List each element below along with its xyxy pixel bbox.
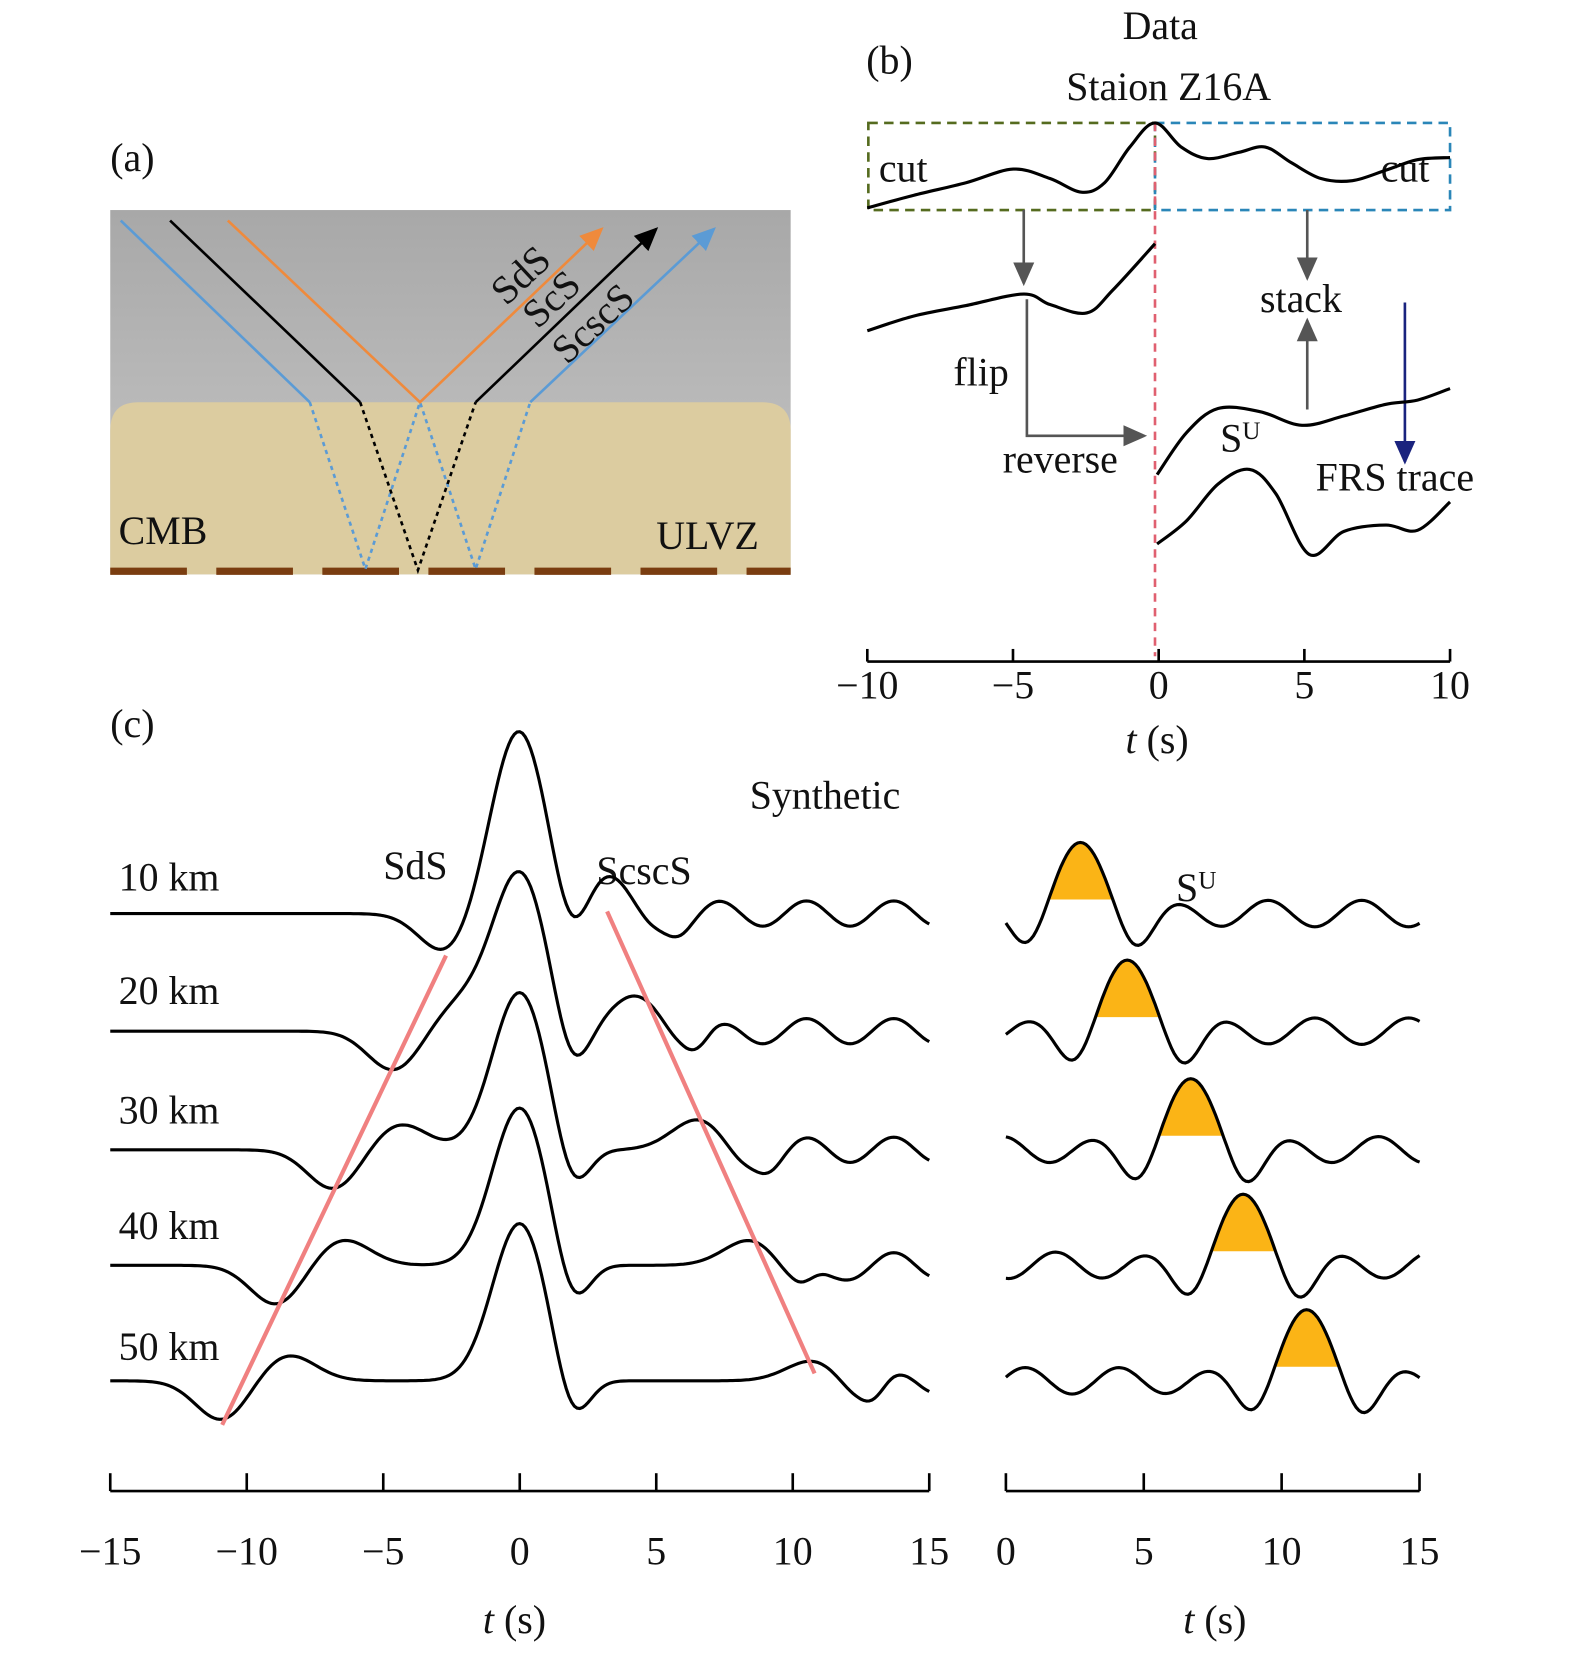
su-fill — [1095, 960, 1159, 1018]
scs-ray-up — [474, 227, 659, 404]
scscs-ray-down — [119, 219, 311, 404]
panel-b: (b) Data Staion Z16A cut cut flip revers… — [836, 3, 1474, 762]
synthetic-trace-left — [110, 730, 931, 951]
ulvz-region — [110, 402, 791, 575]
flip-label: flip — [953, 349, 1008, 394]
synthetic-trace-left — [110, 1221, 930, 1421]
sds-ray — [226, 219, 604, 405]
scs-ray-ulvz — [358, 401, 477, 575]
panel-a: (a) SdS ScS ScscS CMB ULVZ — [110, 135, 791, 575]
scs-ray-down — [169, 219, 362, 404]
x-tick-label: −5 — [992, 662, 1034, 707]
cut-left-label: cut — [879, 146, 928, 191]
synthetic-trace-left — [110, 990, 931, 1190]
x-tick-label: −15 — [79, 1529, 141, 1574]
reverse-label: reverse — [1003, 437, 1118, 482]
depth-label: 40 km — [119, 1203, 220, 1248]
x-tick-label: 0 — [1149, 662, 1169, 707]
scscs-moveout-line — [605, 910, 817, 1375]
cut-left-box — [867, 121, 1157, 212]
panel-b-x-label: t (s) — [1126, 717, 1189, 762]
flipped-trace — [866, 242, 1157, 333]
x-tick-label: 10 — [1430, 662, 1470, 707]
x-tick-label: 0 — [996, 1529, 1016, 1574]
panel-b-title: Data — [1123, 3, 1199, 48]
x-tick-label: 15 — [909, 1529, 949, 1574]
scscs-ray-up — [529, 227, 716, 404]
x-tick-label: 0 — [510, 1529, 530, 1574]
depth-label: 50 km — [119, 1324, 220, 1369]
x-tick-label: 10 — [773, 1529, 813, 1574]
su-fill — [1158, 1078, 1223, 1136]
frs-synthetic-trace — [1004, 840, 1421, 947]
su-phase-label: SU — [1176, 865, 1216, 910]
x-tick-label: 5 — [1294, 662, 1314, 707]
depth-label: 10 km — [119, 854, 220, 899]
x-tick-label: 10 — [1262, 1529, 1302, 1574]
frs-synthetic-trace — [1005, 1077, 1421, 1184]
frs-trace — [1156, 467, 1452, 557]
x-tick-label: 15 — [1400, 1529, 1440, 1574]
panel-a-label: (a) — [110, 135, 154, 180]
cmb-label: CMB — [119, 508, 208, 553]
scscs-phase-label: ScscS — [596, 848, 691, 893]
panel-c-title: Synthetic — [750, 773, 901, 818]
synthetic-trace-left — [110, 870, 931, 1072]
panel-c-left-x-label: t (s) — [483, 1597, 546, 1642]
frs-trace-label: FRS trace — [1316, 454, 1474, 499]
data-trace — [866, 121, 1451, 210]
su-fill — [1048, 842, 1113, 900]
cut-right-box — [1153, 121, 1452, 212]
sds-phase-label: SdS — [383, 843, 447, 888]
synthetic-trace-left — [110, 1106, 931, 1306]
depth-label: 20 km — [119, 968, 220, 1013]
panel-c-label: (c) — [110, 701, 154, 746]
stack-label: stack — [1260, 276, 1342, 321]
frs-synthetic-trace — [1005, 1192, 1421, 1299]
panel-b-label: (b) — [866, 38, 913, 83]
panel-c-right-x-label: t (s) — [1183, 1597, 1246, 1642]
x-tick-label: 5 — [646, 1529, 666, 1574]
su-trace — [1155, 387, 1451, 476]
sds-moveout-line — [220, 954, 448, 1426]
frs-synthetic-trace — [1004, 1308, 1421, 1415]
su-fill — [1211, 1194, 1275, 1252]
ulvz-label: ULVZ — [656, 513, 759, 558]
x-tick-label: −10 — [216, 1529, 278, 1574]
su-label-b: SU — [1220, 416, 1260, 461]
x-tick-label: 5 — [1134, 1529, 1154, 1574]
reverse-arrow — [1025, 299, 1148, 447]
frs-synthetic-trace — [1004, 958, 1421, 1065]
station-name: Staion Z16A — [1066, 64, 1271, 109]
x-tick-label: −10 — [836, 662, 898, 707]
x-tick-label: −5 — [362, 1529, 404, 1574]
panel-c: (c) Synthetic SdS ScscS SU t (s) t (s) 1… — [79, 701, 1439, 1642]
su-fill — [1274, 1309, 1339, 1367]
depth-label: 30 km — [119, 1088, 220, 1133]
